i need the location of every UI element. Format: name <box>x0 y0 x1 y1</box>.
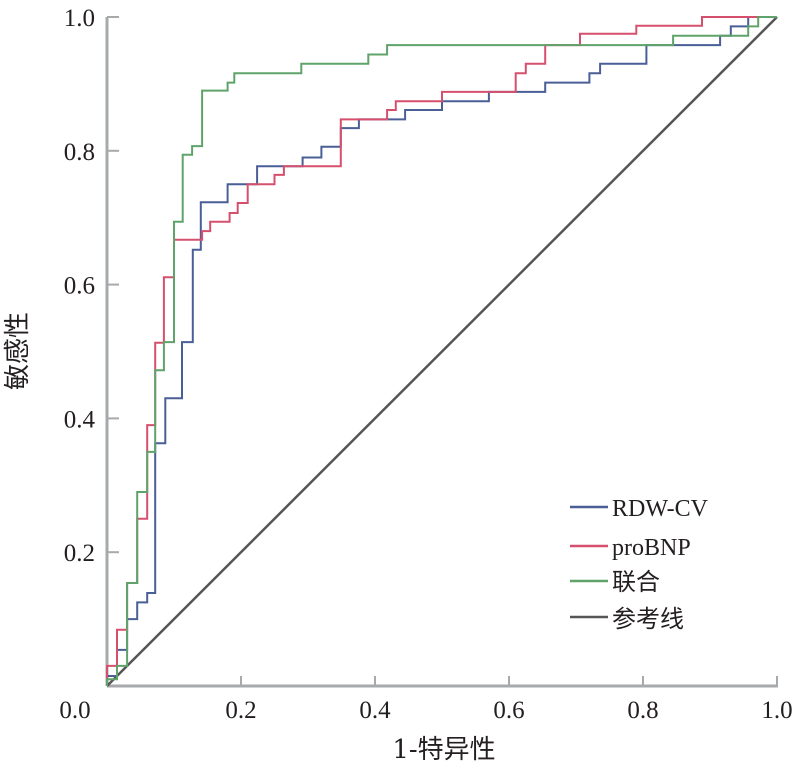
x-tick-label: 0.8 <box>627 697 658 724</box>
legend-item-probnp: proBNP <box>570 535 691 561</box>
reference-line <box>106 16 778 687</box>
x-tick-label: 0.6 <box>493 697 524 724</box>
y-axis-title: 敏感性 <box>3 312 33 390</box>
series-line-combined <box>106 16 777 686</box>
x-axis-title: 1-特异性 <box>392 735 495 765</box>
y-tick-label: 0.6 <box>64 273 95 300</box>
legend-label-probnp: proBNP <box>612 535 691 561</box>
legend-item-combined: 联合 <box>570 569 660 596</box>
x-tick-label: 0.4 <box>359 697 391 724</box>
legend-item-rdw-cv: RDW-CV <box>570 496 709 522</box>
legend-item-reference-line: 参考线 <box>570 606 684 633</box>
y-tick-label: 0.2 <box>64 540 95 567</box>
legend-label-reference-line: 参考线 <box>612 606 684 633</box>
y-ticks: 0.2 0.4 0.6 0.8 1.0 <box>64 5 119 567</box>
x-tick-label: 0.2 <box>225 697 256 724</box>
series-line-rdw-cv <box>106 16 777 686</box>
legend-label-combined: 联合 <box>612 569 660 596</box>
y-tick-label: 0.8 <box>64 139 95 166</box>
x-ticks: 0.0 0.2 0.4 0.6 0.8 1.0 <box>59 676 793 724</box>
y-tick-label: 0.4 <box>64 406 96 433</box>
legend: RDW-CV proBNP 联合 参考线 <box>570 496 709 633</box>
axes <box>105 17 778 688</box>
y-tick-label: 1.0 <box>64 5 95 32</box>
x-tick-label: 0.0 <box>59 697 90 724</box>
x-tick-label: 1.0 <box>761 697 792 724</box>
legend-label-rdw-cv: RDW-CV <box>612 496 709 522</box>
series-lines <box>106 16 778 687</box>
